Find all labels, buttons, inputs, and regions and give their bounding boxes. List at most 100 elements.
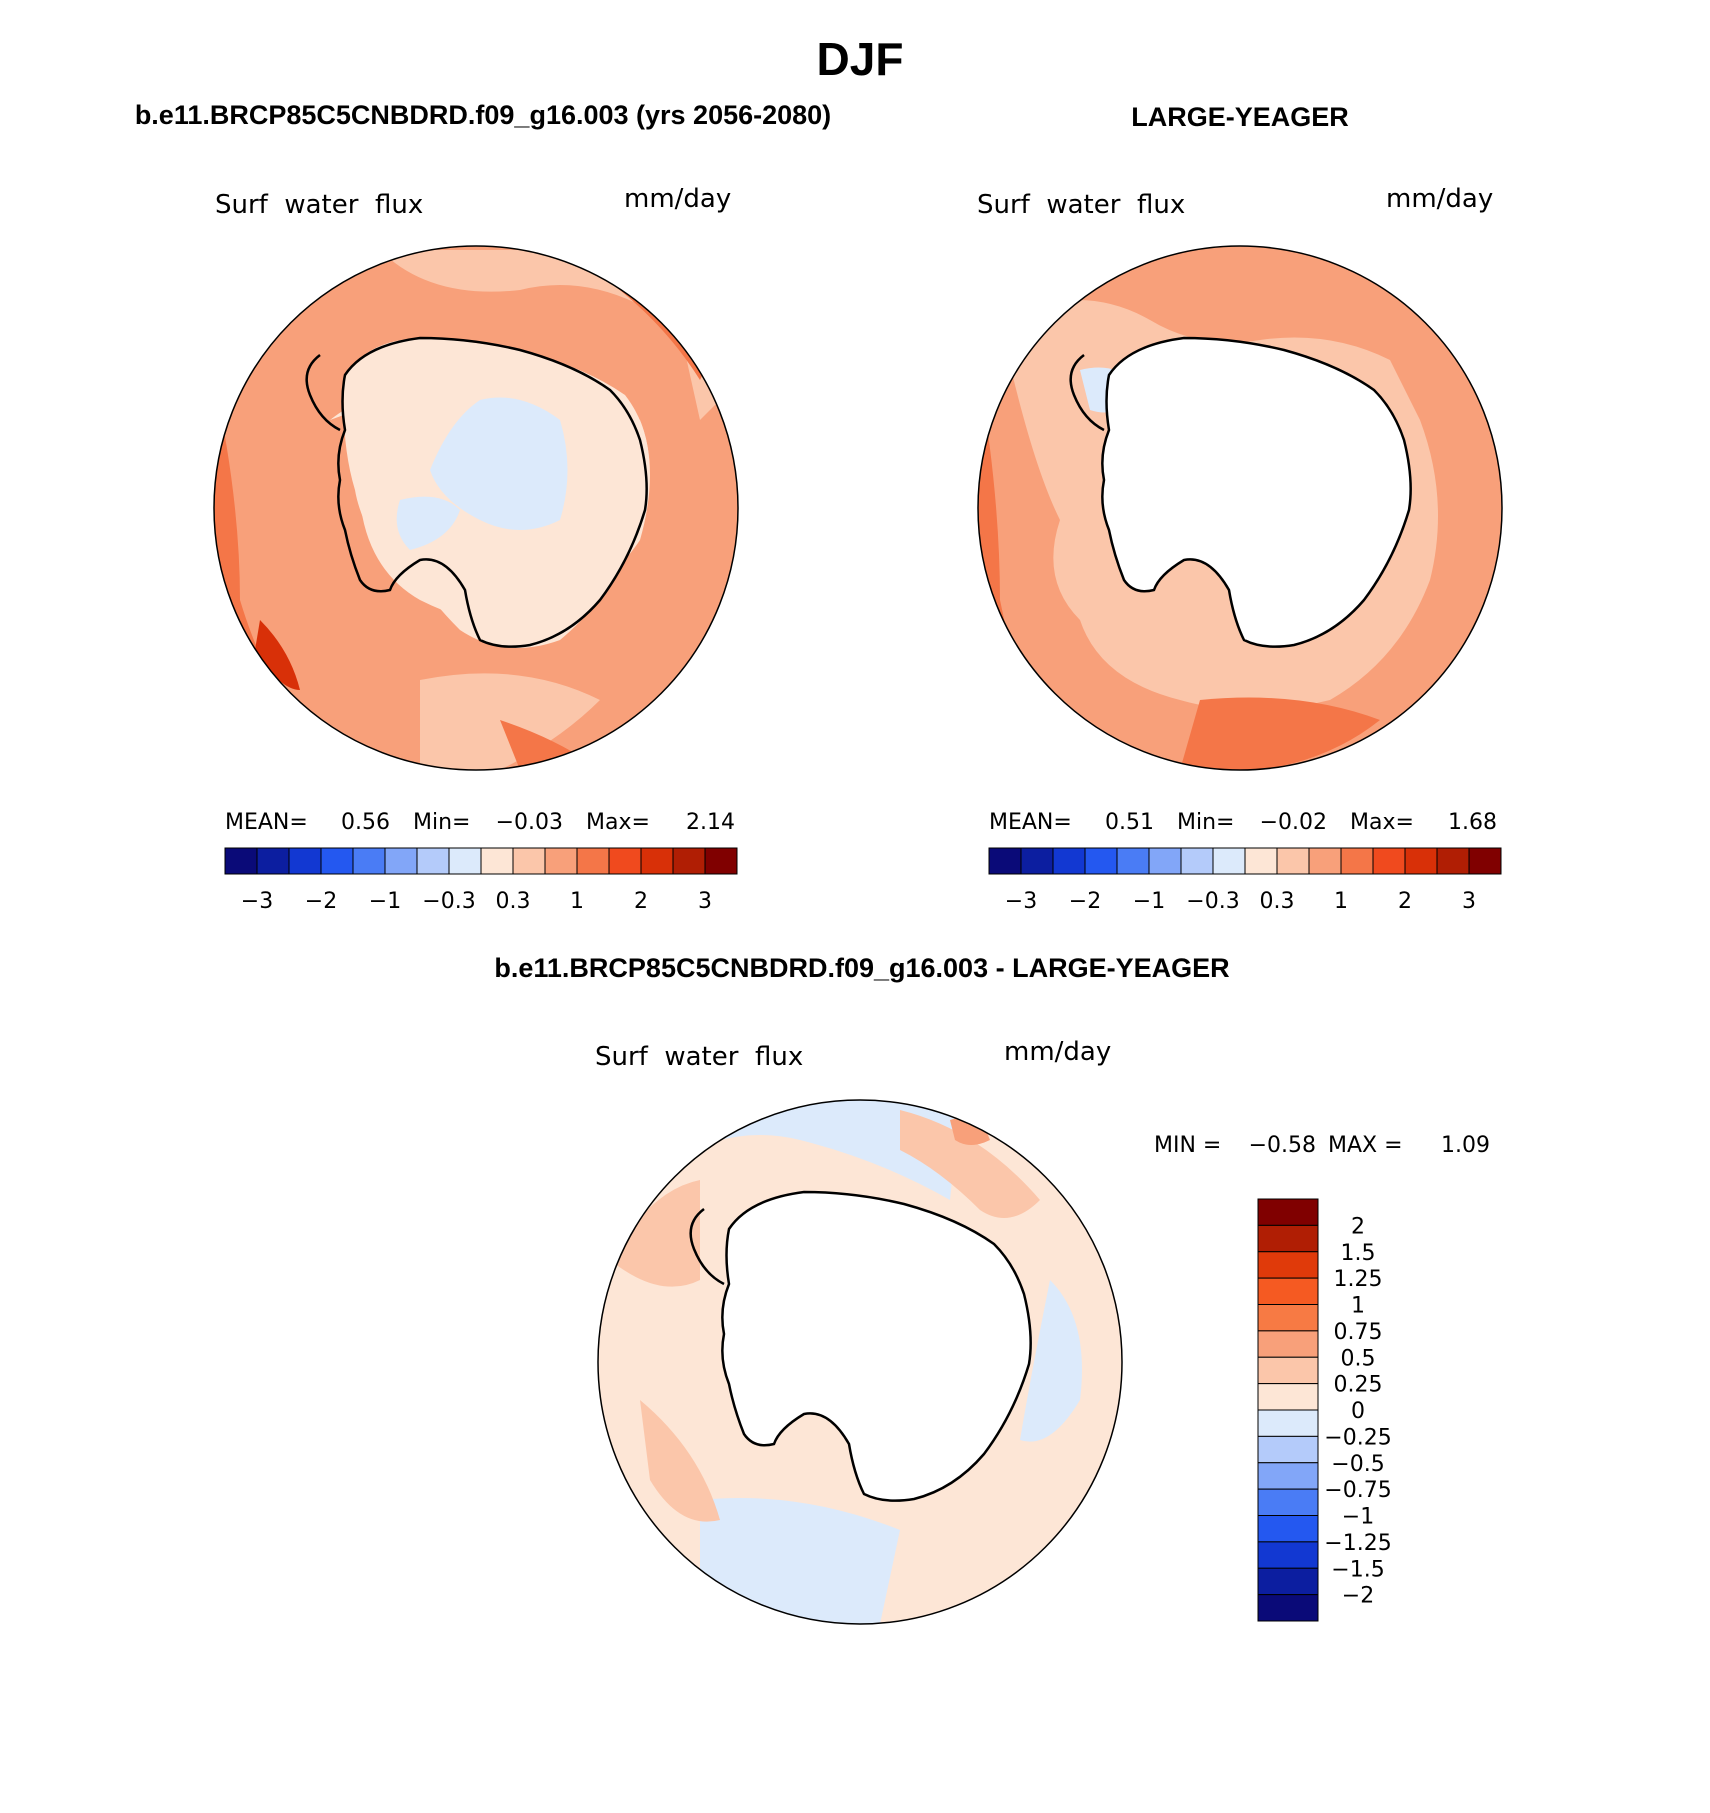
diff-colorbar-box xyxy=(1257,1198,1319,1226)
diff-colorbar-tick-label: −1.5 xyxy=(1331,1557,1384,1582)
diff-max-value: 1.09 xyxy=(1441,1133,1490,1158)
left-colorbar-box xyxy=(608,847,642,875)
right-mean-value: 0.51 xyxy=(1105,810,1154,835)
left-colorbar-box xyxy=(672,847,706,875)
right-colorbar-tick-label: −0.3 xyxy=(1186,889,1239,914)
left-colorbar: −3 −2 −1 −0.3 0.3 1 2 3 xyxy=(224,847,738,914)
right-colorbar-box xyxy=(1468,847,1502,875)
diff-colorbar-tick-label: 0.25 xyxy=(1334,1373,1383,1398)
diff-colorbar-box xyxy=(1257,1594,1319,1622)
diff-colorbar-tick-label: −1 xyxy=(1342,1505,1374,1530)
right-colorbar-box xyxy=(1180,847,1214,875)
right-colorbar-box xyxy=(1116,847,1150,875)
right-colorbar-box xyxy=(1244,847,1278,875)
diff-colorbar-tick-label: −0.75 xyxy=(1324,1478,1391,1503)
diff-colorbar-tick-label: 0.75 xyxy=(1334,1320,1383,1345)
right-min-value: −0.02 xyxy=(1260,810,1327,835)
diff-colorbar-tick-label: 0 xyxy=(1351,1399,1365,1424)
diff-colorbar-box xyxy=(1257,1277,1319,1305)
season-title: DJF xyxy=(817,33,904,85)
diff-colorbar-tick-label: 1.25 xyxy=(1334,1267,1383,1292)
diff-colorbar-box xyxy=(1257,1224,1319,1253)
left-colorbar-box xyxy=(576,847,610,875)
left-mean-label: MEAN= xyxy=(225,810,308,835)
left-colorbar-box xyxy=(224,847,258,875)
left-polar-map xyxy=(213,245,739,771)
right-colorbar: −3 −2 −1 −0.3 0.3 1 2 3 xyxy=(988,847,1502,914)
left-colorbar-box xyxy=(352,847,386,875)
left-colorbar-box xyxy=(288,847,322,875)
left-colorbar-tick-label: −0.3 xyxy=(422,889,475,914)
right-colorbar-tick-label: −2 xyxy=(1069,889,1101,914)
diff-colorbar-tick-label: 1 xyxy=(1351,1294,1365,1319)
diff-colorbar-tick-label: −1.25 xyxy=(1324,1531,1391,1556)
right-colorbar-box xyxy=(1276,847,1310,875)
diff-colorbar-box xyxy=(1257,1409,1319,1437)
diff-colorbar-box xyxy=(1257,1462,1319,1490)
left-case-title: b.e11.BRCP85C5CNBDRD.f09_g16.003 (yrs 20… xyxy=(135,100,831,130)
left-colorbar-box xyxy=(704,847,738,875)
right-colorbar-tick-label: −3 xyxy=(1005,889,1037,914)
right-case-title: LARGE-YEAGER xyxy=(1131,102,1349,132)
diff-variable-label: Surf water flux xyxy=(595,1042,803,1072)
right-colorbar-box xyxy=(1084,847,1118,875)
left-colorbar-tick-label: 1 xyxy=(570,889,584,914)
diff-min-value: −0.58 xyxy=(1249,1133,1316,1158)
diff-colorbar-box xyxy=(1257,1515,1319,1543)
diff-colorbar-tick-label: −0.25 xyxy=(1324,1425,1391,1450)
diff-polar-map xyxy=(597,1099,1123,1625)
left-mean-value: 0.56 xyxy=(341,810,390,835)
left-colorbar-tick-label: 3 xyxy=(698,889,712,914)
right-colorbar-tick-label: 3 xyxy=(1462,889,1476,914)
left-colorbar-box xyxy=(416,847,450,875)
diff-colorbar-box xyxy=(1257,1435,1319,1464)
diff-colorbar: 21.51.2510.750.50.250−0.25−0.5−0.75−1−1.… xyxy=(1257,1198,1392,1622)
right-colorbar-box xyxy=(988,847,1022,875)
right-colorbar-tick-label: 2 xyxy=(1398,889,1412,914)
diff-colorbar-tick-label: 0.5 xyxy=(1341,1346,1376,1371)
right-mean-label: MEAN= xyxy=(989,810,1072,835)
diff-min-label: MIN = xyxy=(1154,1133,1221,1158)
diff-colorbar-box xyxy=(1257,1330,1319,1358)
right-colorbar-tick-label: 1 xyxy=(1334,889,1348,914)
left-colorbar-box xyxy=(384,847,418,875)
left-colorbar-tick-label: −2 xyxy=(305,889,337,914)
diff-case-title: b.e11.BRCP85C5CNBDRD.f09_g16.003 - LARGE… xyxy=(494,953,1229,983)
left-colorbar-box xyxy=(448,847,482,875)
right-polar-map xyxy=(977,245,1503,771)
diff-max-label: MAX = xyxy=(1328,1133,1403,1158)
right-colorbar-box xyxy=(1308,847,1342,875)
diff-colorbar-box xyxy=(1257,1383,1319,1411)
left-colorbar-box xyxy=(512,847,546,875)
right-max-label: Max= xyxy=(1350,810,1414,835)
left-stats: MEAN= 0.56 Min= −0.03 Max= 2.14 xyxy=(225,810,735,835)
right-colorbar-tick-label: −1 xyxy=(1133,889,1165,914)
diff-colorbar-box xyxy=(1257,1251,1319,1279)
diff-units-label: mm/day xyxy=(1004,1037,1111,1067)
left-max-value: 2.14 xyxy=(686,810,735,835)
left-colorbar-box xyxy=(640,847,674,875)
right-colorbar-box xyxy=(1148,847,1182,875)
right-colorbar-box xyxy=(1372,847,1406,875)
right-stats: MEAN= 0.51 Min= −0.02 Max= 1.68 xyxy=(989,810,1497,835)
left-min-value: −0.03 xyxy=(496,810,563,835)
left-colorbar-tick-label: −3 xyxy=(241,889,273,914)
left-variable-label: Surf water flux xyxy=(215,190,423,220)
right-colorbar-box xyxy=(1020,847,1054,875)
diff-stats: MIN = −0.58 MAX = 1.09 xyxy=(1154,1133,1490,1158)
left-colorbar-box xyxy=(256,847,290,875)
right-min-label: Min= xyxy=(1177,810,1234,835)
diff-colorbar-box xyxy=(1257,1304,1319,1332)
diff-colorbar-box xyxy=(1257,1356,1319,1385)
left-units-label: mm/day xyxy=(624,184,731,214)
right-colorbar-box xyxy=(1404,847,1438,875)
right-colorbar-box xyxy=(1052,847,1086,875)
left-colorbar-box xyxy=(320,847,354,875)
diff-colorbar-tick-label: −0.5 xyxy=(1331,1452,1384,1477)
diff-colorbar-box xyxy=(1257,1541,1319,1569)
right-colorbar-box xyxy=(1340,847,1374,875)
diff-colorbar-tick-label: 1.5 xyxy=(1341,1241,1376,1266)
left-colorbar-tick-label: −1 xyxy=(369,889,401,914)
left-colorbar-box xyxy=(544,847,578,875)
diff-colorbar-box xyxy=(1257,1488,1319,1516)
